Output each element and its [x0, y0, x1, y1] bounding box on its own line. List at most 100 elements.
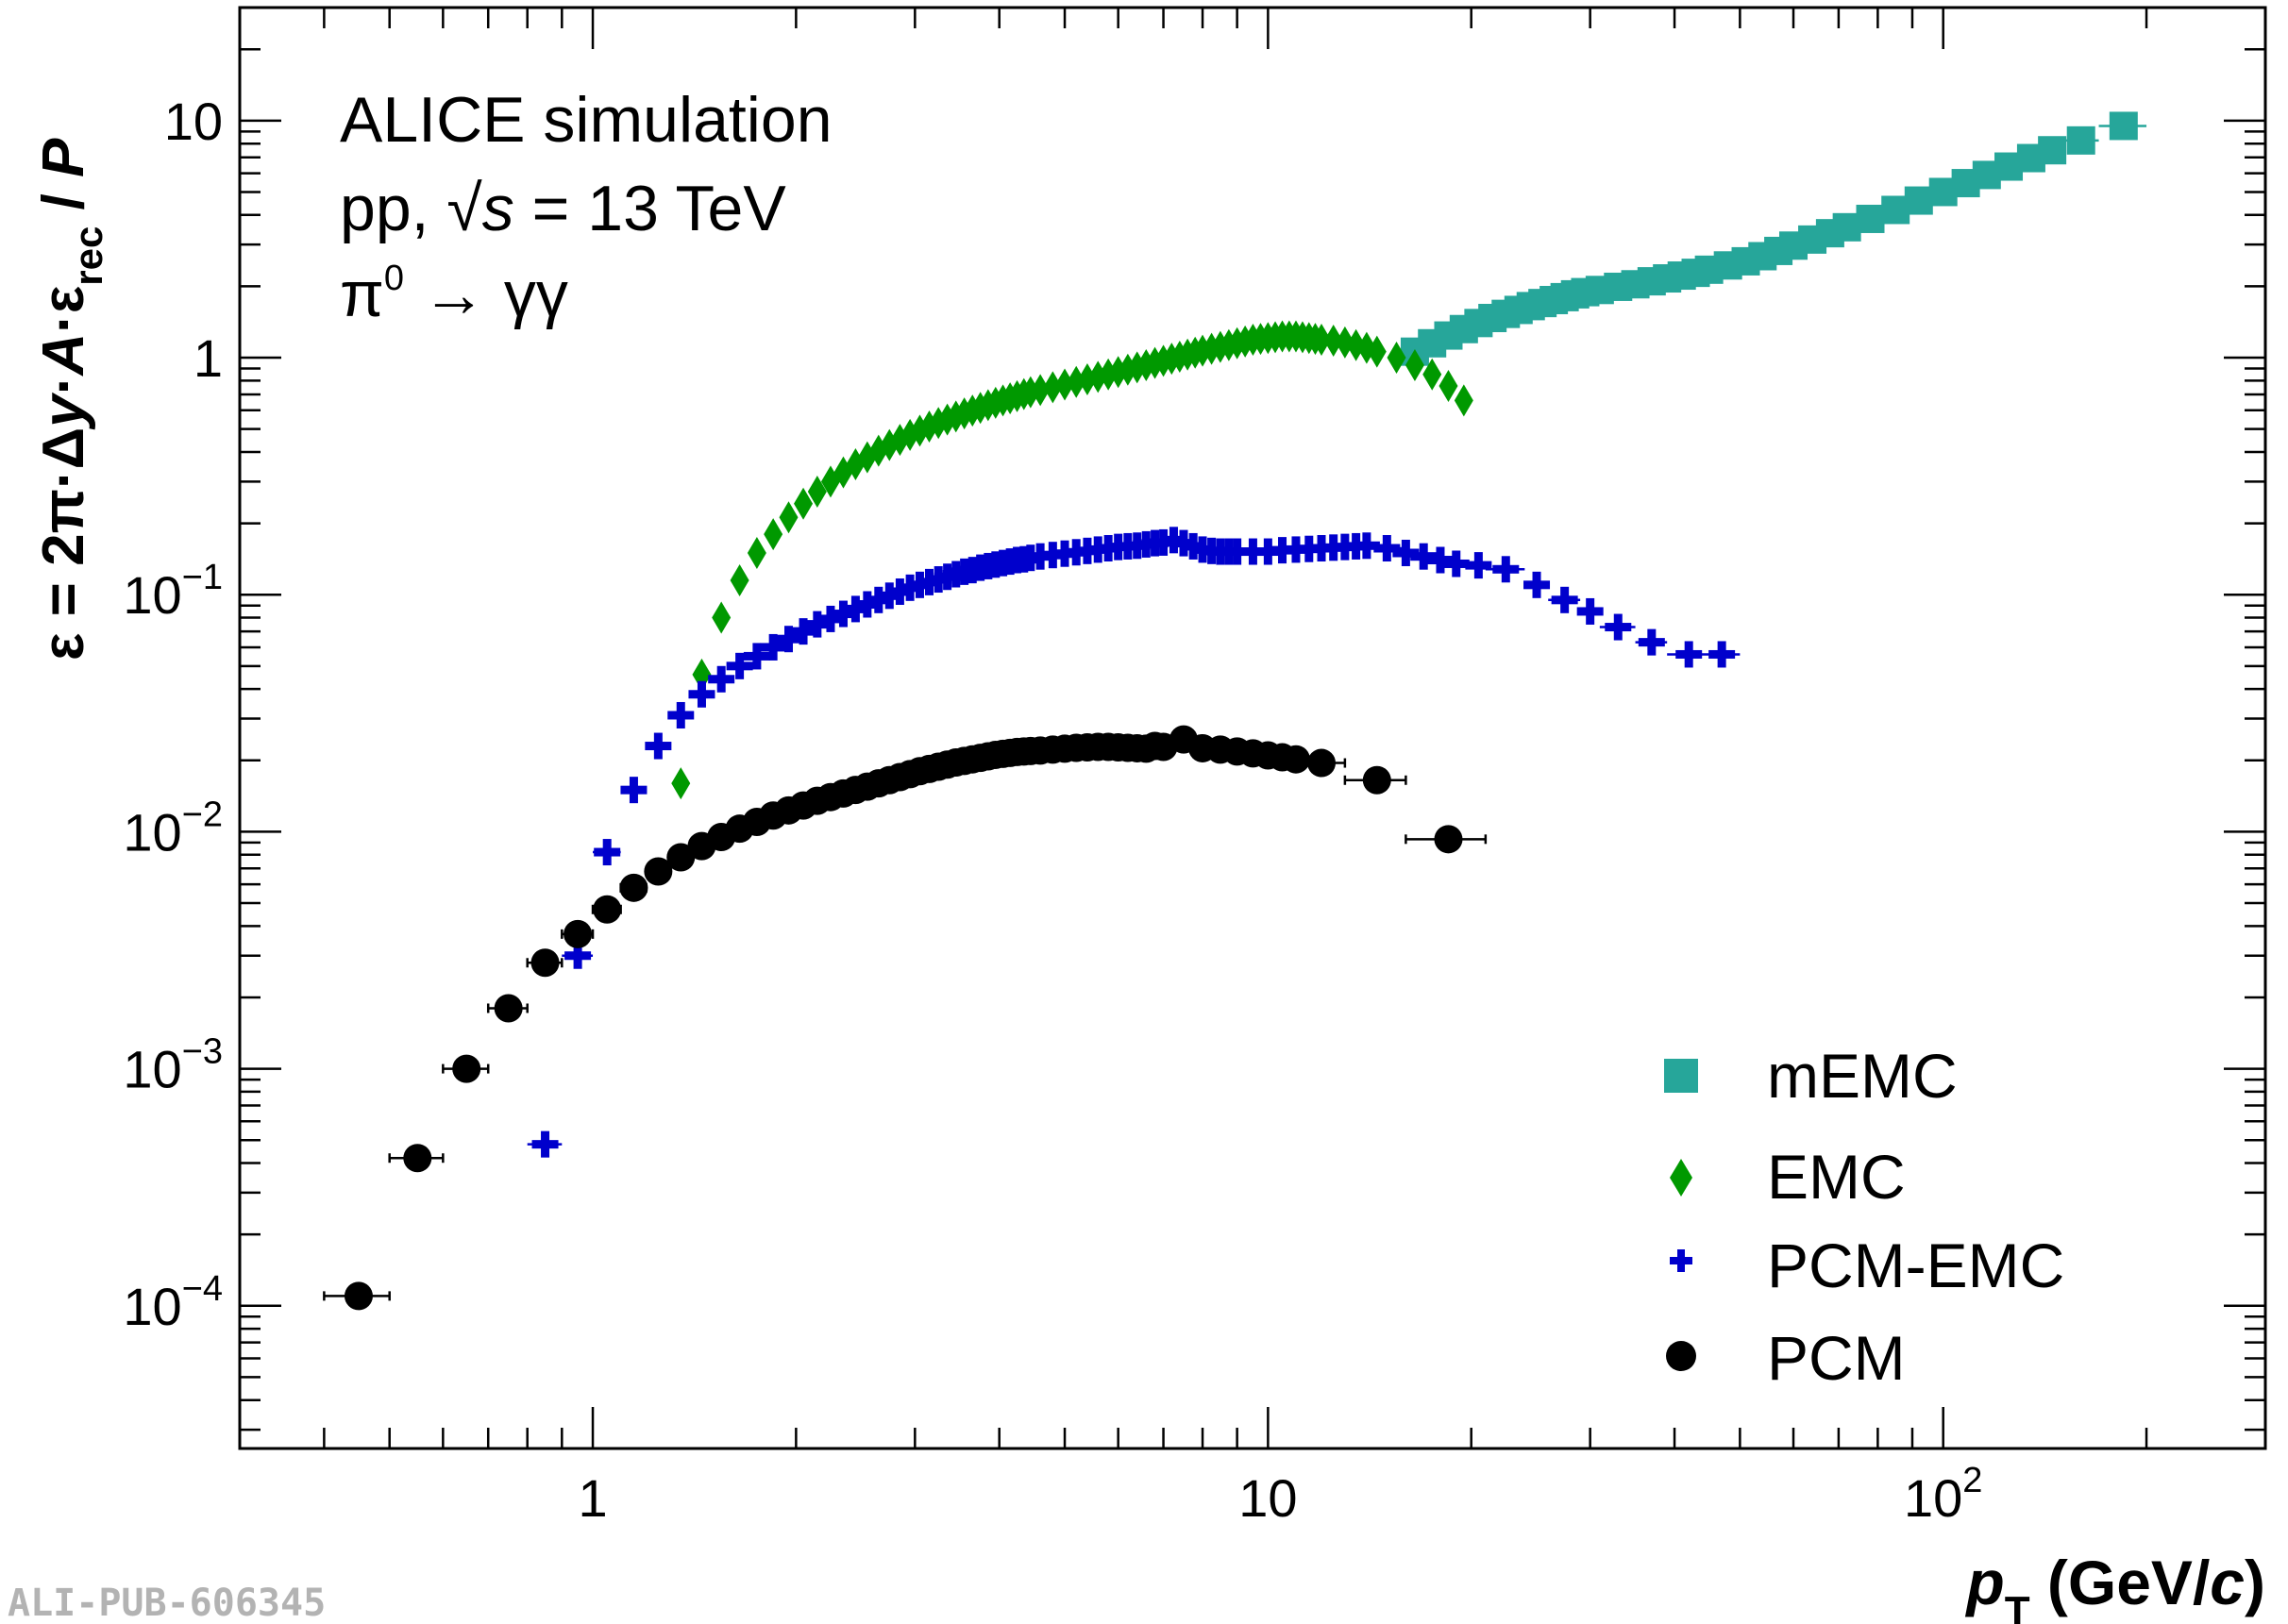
data-point	[619, 873, 648, 902]
annotation-line-2-s: s	[482, 173, 514, 244]
data-point	[1426, 546, 1454, 574]
data-point-v	[676, 701, 685, 728]
data-point-v	[1419, 543, 1428, 570]
data-point	[452, 1054, 481, 1083]
data-point-v	[1248, 538, 1257, 565]
data-point-v	[1263, 538, 1272, 565]
x-tick-label: 10	[1238, 1468, 1297, 1528]
data-point	[1392, 539, 1420, 566]
data-point	[1362, 765, 1391, 795]
annotation-line-2: pp, √s = 13 TeV	[340, 173, 786, 244]
data-point	[1605, 613, 1632, 641]
data-point	[1323, 324, 1343, 357]
y-tick-label: 10−3	[123, 1032, 223, 1099]
legend-label-pcm-emc: PCM-EMC	[1767, 1231, 2064, 1300]
x-tick-label-sup: 2	[1962, 1461, 1982, 1500]
data-point	[743, 643, 770, 670]
data-point	[645, 732, 672, 760]
data-point	[1067, 365, 1086, 398]
data-point	[1353, 532, 1380, 560]
data-point	[1442, 550, 1470, 578]
data-point-v	[716, 665, 726, 693]
data-point	[1055, 368, 1075, 401]
y-tick-label-sup: −4	[182, 1269, 223, 1309]
data-point	[620, 777, 648, 804]
data-point	[1312, 324, 1332, 357]
annotation-block: ALICE simulation pp, √s = 13 TeV π0 → γγ	[340, 84, 833, 330]
x-tick-label-base: 10	[1238, 1468, 1297, 1528]
data-point-v	[1613, 613, 1623, 641]
data-point-v	[1560, 586, 1570, 613]
annotation-line-2-suffix: = 13 TeV	[514, 173, 787, 244]
data-point-v	[863, 591, 872, 618]
data-point	[1675, 641, 1703, 668]
legend-label-emc: EMC	[1767, 1142, 1906, 1212]
data-point	[803, 611, 831, 638]
legend-marker-pcm-emc	[1670, 1249, 1692, 1272]
data-point	[853, 591, 881, 618]
y-axis-title-slash: /	[31, 177, 96, 226]
y-tick-label-base: 10	[123, 1040, 181, 1099]
legend-marker-memc	[1664, 1059, 1698, 1093]
y-tick-label-base: 10	[123, 565, 181, 625]
data-point	[1281, 745, 1310, 774]
data-point-v	[573, 942, 582, 969]
y-tick-label-base: 10	[123, 802, 181, 862]
data-point	[688, 680, 715, 708]
data-point	[1492, 556, 1520, 583]
data-point	[1335, 326, 1354, 359]
legend-label-pcm: PCM	[1767, 1323, 1906, 1393]
data-point	[1856, 204, 1885, 233]
data-point	[1373, 535, 1401, 562]
annotation-line-2-prefix: pp, √	[340, 173, 482, 244]
y-axis-title-y: y	[31, 392, 96, 430]
y-axis-title-A: A	[31, 333, 96, 377]
data-point	[1576, 597, 1604, 625]
data-point	[2038, 136, 2067, 165]
data-point	[692, 658, 712, 691]
data-point	[1422, 358, 1442, 391]
x-axis-title-p: p	[1964, 1548, 2004, 1617]
x-axis-title-rest: (GeV/	[2030, 1548, 2211, 1617]
data-point	[666, 843, 696, 872]
data-point	[726, 652, 753, 679]
legend: mEMC EMC PCM-EMC PCM	[1664, 1041, 2064, 1393]
data-point	[1405, 348, 1424, 381]
data-point-v	[1501, 556, 1510, 583]
annotation-line-3-pi: π	[340, 259, 384, 330]
series-pcm-emc	[527, 527, 1741, 1158]
data-point	[816, 605, 844, 632]
y-axis-title-main: ε = 2π·Δ	[31, 427, 96, 661]
y-axis-title: ε = 2π·Δy·A·εrec / P	[31, 138, 110, 661]
legend-label-memc: mEMC	[1767, 1041, 1958, 1111]
data-point	[779, 501, 799, 534]
x-axis-title-sub: T	[2005, 1588, 2030, 1624]
y-tick-label: 10−1	[123, 558, 223, 625]
y-tick-label-sup: −1	[182, 558, 223, 597]
data-point-v	[1278, 537, 1287, 564]
data-point	[1465, 552, 1492, 579]
y-tick-label: 10−4	[123, 1269, 223, 1336]
data-point	[1387, 342, 1406, 375]
y-tick-label-sup: −3	[182, 1032, 223, 1072]
y-tick-label: 10	[164, 92, 223, 151]
data-point-v	[838, 600, 848, 628]
data-point-v	[602, 839, 612, 866]
annotation-line-3-rest: → γγ	[404, 259, 568, 330]
annotation-line-3-sup: 0	[384, 259, 404, 298]
watermark: ALI-PUB-606345	[8, 1582, 326, 1624]
data-point	[1239, 538, 1267, 565]
data-point	[775, 626, 802, 653]
data-point-v	[1401, 539, 1410, 566]
data-point	[564, 942, 592, 969]
data-point	[747, 536, 766, 569]
data-point-v	[653, 732, 663, 760]
x-axis-title-c: c	[2210, 1548, 2245, 1617]
annotation-line-1: ALICE simulation	[340, 84, 833, 156]
plot-frame	[238, 6, 2267, 1450]
data-point-v	[1473, 552, 1483, 579]
data-point	[1904, 186, 1933, 215]
data-point	[830, 600, 857, 628]
